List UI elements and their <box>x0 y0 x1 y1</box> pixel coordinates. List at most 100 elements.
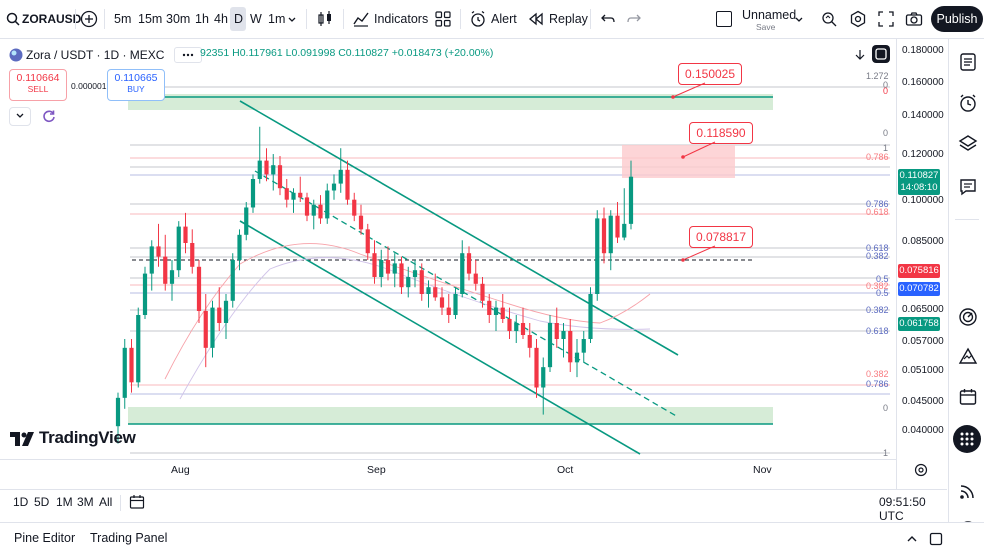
candle-body[interactable] <box>183 226 188 243</box>
candle-body[interactable] <box>149 246 154 274</box>
candle-body[interactable] <box>412 270 418 277</box>
channel-upper-line[interactable] <box>239 100 679 356</box>
interval-5m[interactable]: 5m <box>114 12 132 26</box>
buy-button[interactable]: 0.110665 BUY <box>107 69 165 101</box>
broadcast-signal-icon[interactable] <box>958 481 978 501</box>
target-zone-red[interactable] <box>622 145 735 178</box>
redo-icon[interactable] <box>625 10 643 28</box>
settings-gear-icon[interactable] <box>849 10 867 28</box>
candle-body[interactable] <box>541 367 546 388</box>
candle-body[interactable] <box>365 229 370 254</box>
candle-body[interactable] <box>264 160 269 175</box>
candle-body[interactable] <box>372 253 377 277</box>
interval-w[interactable]: W <box>250 12 262 26</box>
candle-body[interactable] <box>318 204 323 219</box>
price-chart[interactable] <box>0 39 947 489</box>
range-all[interactable]: All <box>99 495 113 509</box>
candle-body[interactable] <box>433 287 438 298</box>
go-to-date-icon[interactable] <box>129 494 145 510</box>
candle-body[interactable] <box>399 263 404 288</box>
object-tree-layers-icon[interactable] <box>958 134 978 154</box>
candle-body[interactable] <box>271 165 276 175</box>
candle-body[interactable] <box>419 270 424 294</box>
templates-grid-icon[interactable] <box>434 10 452 28</box>
candle-body[interactable] <box>237 234 242 260</box>
candle-body[interactable] <box>568 331 573 363</box>
candle-body[interactable] <box>547 323 553 368</box>
candle-body[interactable] <box>163 256 168 284</box>
candle-body[interactable] <box>277 165 283 189</box>
candle-body[interactable] <box>554 323 559 339</box>
candle-body[interactable] <box>291 192 296 200</box>
resistance-zone-top[interactable] <box>128 94 773 110</box>
watchlist-icon[interactable] <box>958 52 978 72</box>
symbol-title[interactable]: Zora / USDT · 1D · MEXC <box>26 48 165 62</box>
candle-body[interactable] <box>446 307 451 315</box>
candle-body[interactable] <box>480 283 485 301</box>
chart-pane[interactable]: Zora / USDT · 1D · MEXC 92351 H0.117961 … <box>0 39 947 489</box>
candle-body[interactable] <box>129 347 134 383</box>
candle-body[interactable] <box>136 315 141 383</box>
compare-symbol-icon[interactable] <box>80 10 98 28</box>
candle-body[interactable] <box>466 253 472 274</box>
candle-body[interactable] <box>608 215 613 254</box>
legend-toggle-button[interactable] <box>174 47 202 63</box>
candle-body[interactable] <box>527 335 532 348</box>
candle-body[interactable] <box>122 347 127 398</box>
candle-body[interactable] <box>588 294 593 339</box>
candle-body[interactable] <box>169 270 175 284</box>
arrow-down-icon[interactable] <box>854 49 866 61</box>
price-callout-middle[interactable]: 0.118590 <box>689 122 753 144</box>
candle-body[interactable] <box>190 243 195 267</box>
candle-body[interactable] <box>257 160 262 179</box>
candle-body[interactable] <box>223 300 229 323</box>
candle-body[interactable] <box>196 266 202 311</box>
candle-body[interactable] <box>426 287 431 294</box>
candle-body[interactable] <box>210 307 215 348</box>
candle-body[interactable] <box>338 169 343 184</box>
candle-body[interactable] <box>514 323 519 331</box>
candle-body[interactable] <box>217 307 222 323</box>
pine-editor-tab[interactable]: Pine Editor <box>14 531 76 545</box>
maximize-panel-icon[interactable] <box>929 532 943 546</box>
interval-1m-month[interactable]: 1m <box>268 12 286 26</box>
candle-body[interactable] <box>615 215 620 238</box>
candle-body[interactable] <box>561 331 566 339</box>
candle-body[interactable] <box>595 218 600 294</box>
collapse-legend-button[interactable] <box>9 107 31 126</box>
layout-name[interactable]: Unnamed <box>742 8 797 22</box>
candle-body[interactable] <box>601 218 607 254</box>
trading-panel-tab[interactable]: Trading Panel <box>90 531 168 545</box>
candle-body[interactable] <box>325 190 330 219</box>
chats-icon[interactable] <box>958 177 978 197</box>
range-1d[interactable]: 1D <box>13 495 29 509</box>
candle-body[interactable] <box>500 307 505 319</box>
candle-body[interactable] <box>581 339 586 353</box>
sell-button[interactable]: 0.110664 SELL <box>9 69 67 101</box>
publish-button[interactable]: Publish <box>931 6 983 32</box>
candle-body[interactable] <box>385 260 391 274</box>
collapse-panel-icon[interactable] <box>905 532 919 546</box>
layout-save-status[interactable]: Save <box>756 22 776 32</box>
more-apps-button[interactable] <box>953 425 981 453</box>
candle-body[interactable] <box>628 176 634 224</box>
candle-body[interactable] <box>331 183 337 191</box>
candle-body[interactable] <box>493 307 499 315</box>
quick-search-icon[interactable] <box>820 10 838 28</box>
timezone-settings-icon[interactable] <box>914 463 928 477</box>
candle-body[interactable] <box>298 192 303 198</box>
search-icon[interactable] <box>6 12 20 26</box>
interval-30m[interactable]: 30m <box>166 12 191 26</box>
chevron-down-icon[interactable] <box>287 10 297 28</box>
candle-body[interactable] <box>115 397 121 427</box>
utc-clock[interactable]: 09:51:50 UTC <box>879 495 926 523</box>
candle-body[interactable] <box>244 207 249 235</box>
interval-15m[interactable]: 15m <box>138 12 163 26</box>
candle-body[interactable] <box>460 253 465 294</box>
candle-body[interactable] <box>574 352 580 363</box>
alert-clock-icon[interactable] <box>469 10 487 28</box>
refresh-spinner-icon[interactable] <box>42 109 56 123</box>
candle-body[interactable] <box>507 319 512 331</box>
channel-lower-line[interactable] <box>239 220 641 455</box>
candle-body[interactable] <box>304 197 310 216</box>
